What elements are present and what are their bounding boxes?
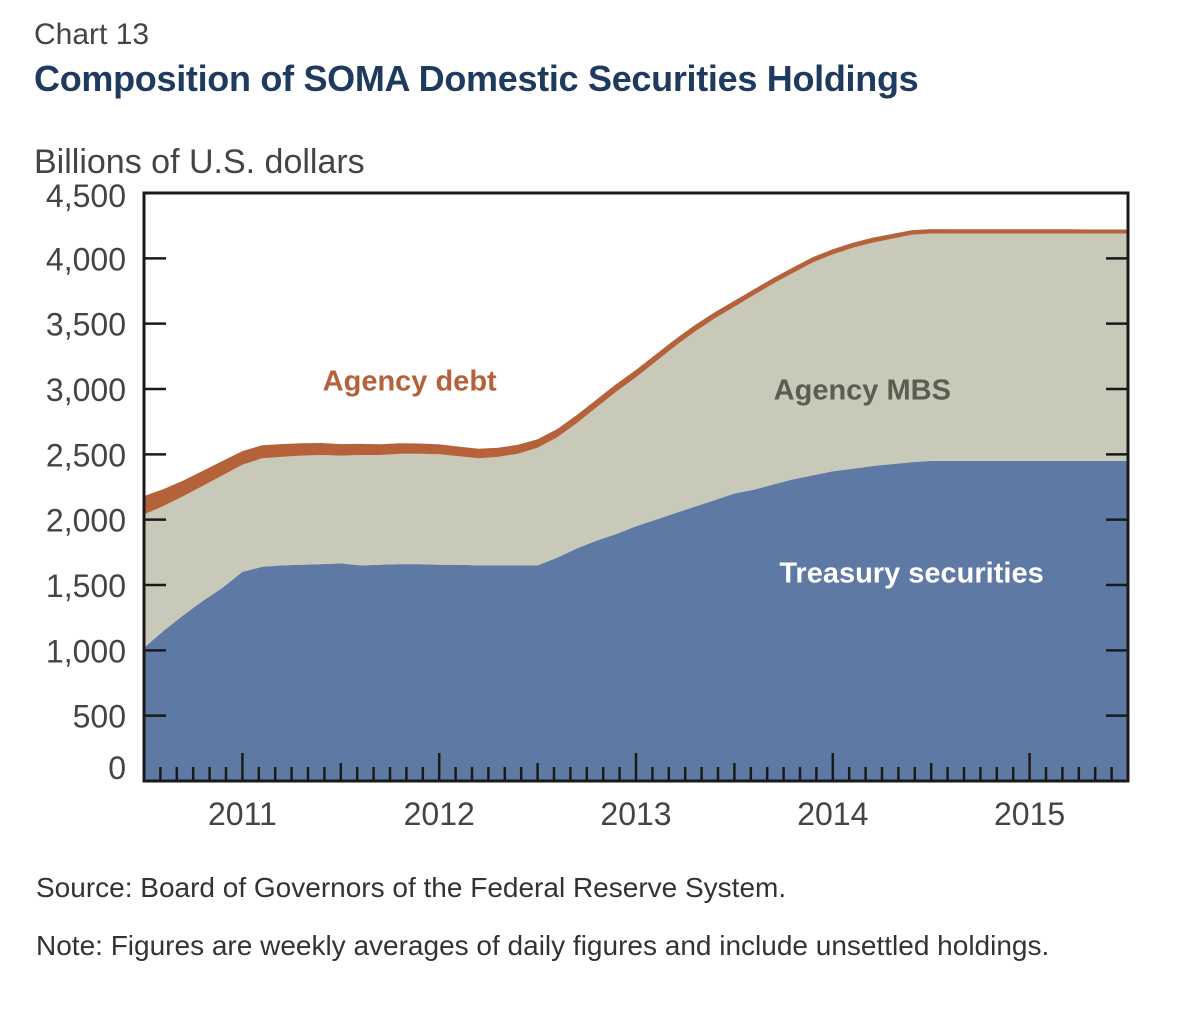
- series-label: Treasury securities: [779, 557, 1043, 589]
- area-agency-debt: [144, 229, 1128, 515]
- chart-ticks: [144, 257, 1128, 781]
- footnote: Note: Figures are weekly averages of dai…: [36, 930, 1050, 961]
- x-tick-label: 2014: [797, 796, 868, 832]
- y-tick-label: 2,000: [46, 503, 126, 539]
- y-tick-label: 500: [73, 699, 126, 735]
- y-tick-label: 1,000: [46, 633, 126, 669]
- y-tick-label: 2,500: [46, 437, 126, 473]
- x-tick-label: 2013: [600, 796, 671, 832]
- area-agency-mbs: [144, 233, 1128, 648]
- x-tick-label: 2012: [404, 796, 475, 832]
- chart-title: Composition of SOMA Domestic Securities …: [34, 58, 919, 99]
- area-treasury-securities: [144, 460, 1128, 781]
- chart-areas: [144, 229, 1128, 781]
- series-label: Agency MBS: [774, 374, 951, 406]
- plot-frame: [142, 191, 1130, 783]
- chart-number: Chart 13: [34, 18, 150, 51]
- y-tick-label: 3,000: [46, 372, 126, 408]
- chart-labels: 0 500 1,000 1,500 2,000 2,500 3,000 3,500 4,000 4…: [46, 178, 1065, 832]
- series-label: Agency debt: [323, 365, 497, 397]
- y-tick-label: 4,500: [46, 178, 126, 214]
- chart-svg: 0 500 1,000 1,500 2,000 2,500 3,000 3,500 4,000 4…: [46, 178, 1130, 832]
- y-axis-label: Billions of U.S. dollars: [34, 143, 365, 181]
- x-tick-label: 2011: [208, 796, 277, 832]
- y-tick-label: 1,500: [46, 568, 126, 604]
- x-tick-label: 2015: [994, 796, 1065, 832]
- y-tick-label: 3,500: [46, 307, 126, 343]
- source-note: Source: Board of Governors of the Federa…: [36, 872, 787, 903]
- y-tick-label: 4,000: [46, 241, 126, 277]
- y-tick-label: 0: [108, 750, 126, 786]
